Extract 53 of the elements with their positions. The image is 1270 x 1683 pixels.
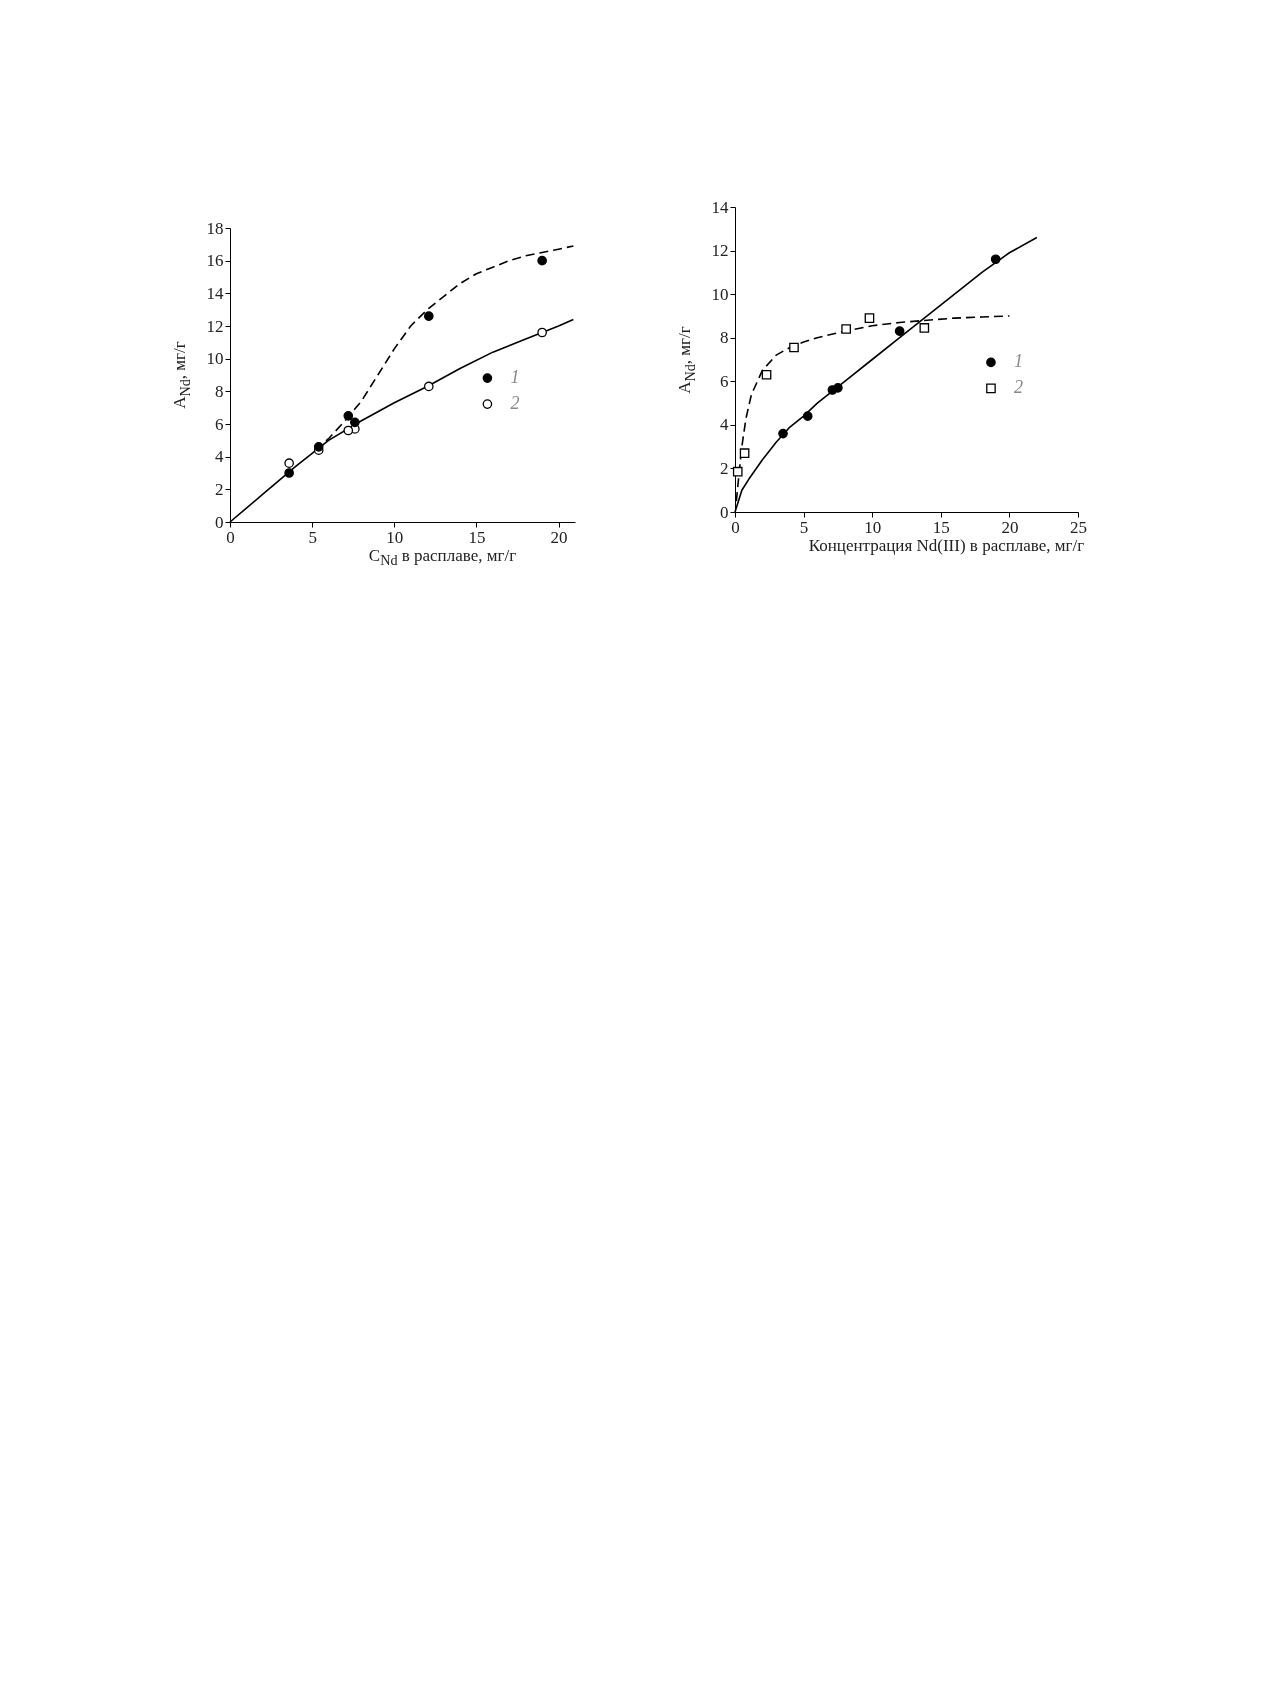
point [990, 254, 1001, 265]
x-tick-label: 15 [932, 517, 950, 537]
y-tick-label: 6 [215, 414, 224, 434]
x-axis-title: C$_{Nd}$ в расплаве, мг/г [368, 546, 517, 570]
point [732, 466, 743, 477]
point [423, 381, 434, 392]
y-tick-label: 18 [206, 218, 224, 238]
y-tick-label: 12 [711, 241, 729, 261]
legend-label: 2 [1013, 377, 1023, 398]
y-tick-label: 8 [215, 381, 224, 401]
y-tick-label: 4 [215, 447, 224, 467]
point [343, 411, 354, 421]
y-tick-label: 4 [720, 415, 729, 435]
y-tick-label: 8 [720, 328, 729, 348]
point [789, 342, 799, 353]
x-tick-label: 10 [386, 527, 404, 547]
y-tick-label: 0 [720, 502, 729, 522]
point [739, 448, 750, 459]
x-axis-title: Концентрация Nd(III) в расплаве, мг/г [808, 536, 1085, 556]
y-tick-label: 14 [206, 283, 224, 303]
legend-label: 2 [510, 393, 520, 414]
y-tick-label: 10 [711, 284, 729, 304]
x-tick-label: 20 [1001, 517, 1019, 537]
y-tick-label: 12 [206, 316, 224, 336]
point [423, 311, 434, 322]
y-tick-label: 2 [720, 458, 729, 478]
legend-label: 1 [510, 367, 520, 388]
y-tick-label: 14 [711, 197, 729, 217]
point [802, 411, 813, 421]
x-tick-label: 25 [1070, 517, 1087, 537]
point [827, 385, 838, 395]
point [778, 428, 788, 439]
point [350, 417, 360, 428]
x-tick-label: 5 [308, 527, 317, 547]
x-tick-label: 10 [864, 517, 882, 537]
point [894, 326, 905, 336]
y-tick-label: 2 [215, 479, 224, 499]
legend-label: 1 [1013, 351, 1023, 372]
point [537, 327, 547, 338]
y-tick-label: 16 [206, 251, 224, 271]
point [841, 324, 851, 334]
point [284, 458, 294, 469]
point [343, 425, 354, 436]
x-tick-label: 15 [468, 527, 486, 547]
point [919, 323, 930, 333]
y-tick-label: 6 [720, 371, 729, 391]
point [864, 313, 875, 323]
point [761, 369, 772, 380]
point [284, 468, 294, 478]
point [537, 255, 547, 266]
x-tick-label: 20 [550, 527, 568, 547]
y-tick-label: 10 [206, 349, 224, 369]
x-tick-label: 5 [799, 517, 809, 537]
